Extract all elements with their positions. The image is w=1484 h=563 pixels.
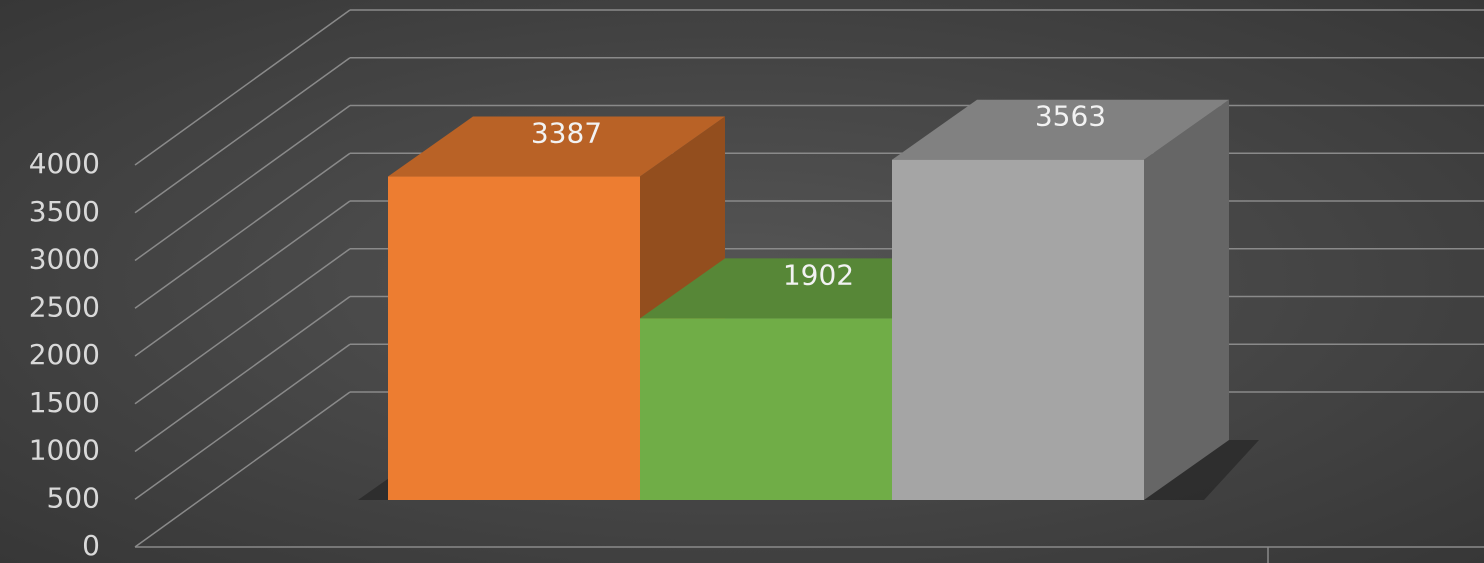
data-label: 1902 <box>783 258 854 291</box>
bar-top <box>388 116 725 177</box>
grid-line <box>134 391 351 548</box>
bar-top <box>892 99 1229 160</box>
grid-line <box>134 295 351 453</box>
data-label: 3387 <box>531 117 602 150</box>
grid-line <box>134 152 351 309</box>
bar <box>892 159 1144 500</box>
bar <box>388 176 640 500</box>
grid-line <box>134 104 351 262</box>
y-tick-label: 1000 <box>29 434 100 467</box>
grid-line <box>134 9 351 166</box>
y-tick-label: 3000 <box>29 243 100 276</box>
y-tick-label: 4000 <box>29 147 100 180</box>
bar <box>640 318 892 500</box>
y-tick-label: 0 <box>82 529 100 562</box>
grid-line <box>134 248 351 405</box>
grid-line <box>134 57 351 214</box>
y-tick-label: 500 <box>47 481 100 514</box>
y-tick-label: 3500 <box>29 195 100 228</box>
grid-line <box>134 343 351 500</box>
data-label: 3563 <box>1035 100 1106 133</box>
grid-line <box>134 200 351 357</box>
y-tick-label: 2500 <box>29 290 100 323</box>
y-tick-label: 2000 <box>29 338 100 371</box>
bar-side <box>1144 99 1229 501</box>
y-tick-label: 1500 <box>29 386 100 419</box>
